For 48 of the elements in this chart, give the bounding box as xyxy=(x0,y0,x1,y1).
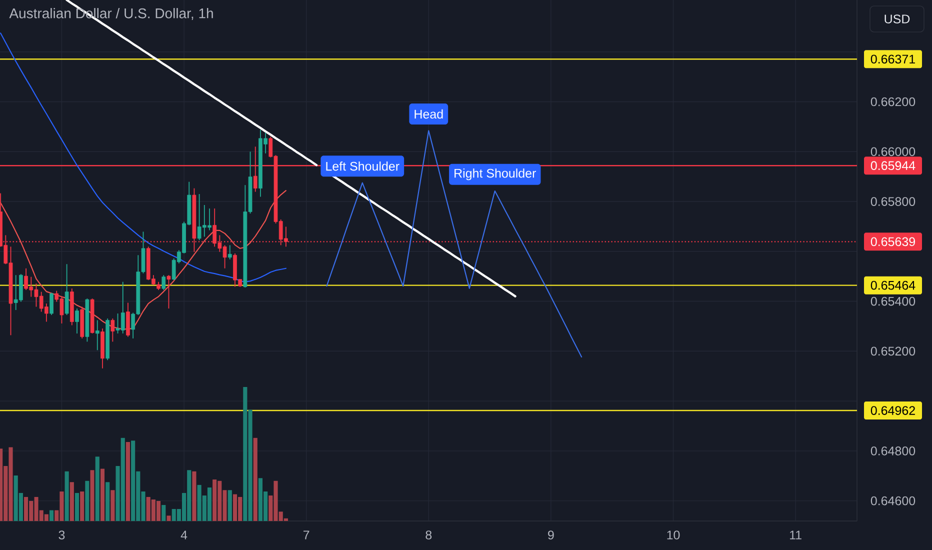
candlestick xyxy=(75,308,79,334)
bar xyxy=(70,482,74,521)
bar xyxy=(166,516,171,521)
x-tick-label: 10 xyxy=(667,530,680,540)
bar xyxy=(95,456,100,521)
annotation: Left Shoulder xyxy=(326,162,400,171)
x-tick-label: 3 xyxy=(58,530,65,540)
y-tick-label: 0.64800 xyxy=(870,446,916,456)
bar xyxy=(85,480,90,521)
bar xyxy=(100,468,105,521)
y-axis-title: USD xyxy=(884,14,910,24)
y-tick-label: 0.65800 xyxy=(870,197,916,206)
candlestick xyxy=(162,274,166,291)
bar xyxy=(162,504,166,521)
bar xyxy=(192,471,196,521)
y-tick-label: 0.64600 xyxy=(870,496,916,506)
bar xyxy=(228,490,232,521)
bar xyxy=(126,442,130,521)
candlestick xyxy=(110,318,115,342)
y-tick-label: 0.66200 xyxy=(870,97,916,106)
candlestick xyxy=(126,302,130,338)
x-tick-label: 9 xyxy=(548,530,554,540)
ref-line-label: 0.66371 xyxy=(870,54,915,64)
y-tick-label: 0.65200 xyxy=(870,346,916,356)
bar xyxy=(49,510,54,521)
candlestick xyxy=(64,264,69,316)
y-tick-label: 0.65400 xyxy=(870,296,916,306)
ref-line-label: 0.65464 xyxy=(870,280,916,290)
candlestick xyxy=(50,292,54,316)
x-tick-label: 4 xyxy=(180,530,188,540)
ref-line-label: 0.65639 xyxy=(870,237,916,246)
bar xyxy=(74,492,80,521)
candlestick xyxy=(166,274,171,309)
bar xyxy=(80,492,84,521)
candlestick xyxy=(95,320,100,351)
bar xyxy=(106,482,110,521)
y-tick-label: 0.66000 xyxy=(870,147,916,156)
ref-line-label: 0.65944 xyxy=(870,161,916,170)
bar xyxy=(110,490,115,521)
x-tick-label: 8 xyxy=(426,530,432,540)
x-tick-label: 11 xyxy=(790,530,802,540)
bar xyxy=(64,471,69,521)
annotation: Right Shoulder xyxy=(454,168,536,180)
annotation: Head xyxy=(414,109,443,119)
candlestick xyxy=(228,244,232,260)
ref-line-label: 0.64962 xyxy=(870,406,915,415)
bar xyxy=(253,438,258,521)
x-tick-label: 7 xyxy=(303,530,310,540)
